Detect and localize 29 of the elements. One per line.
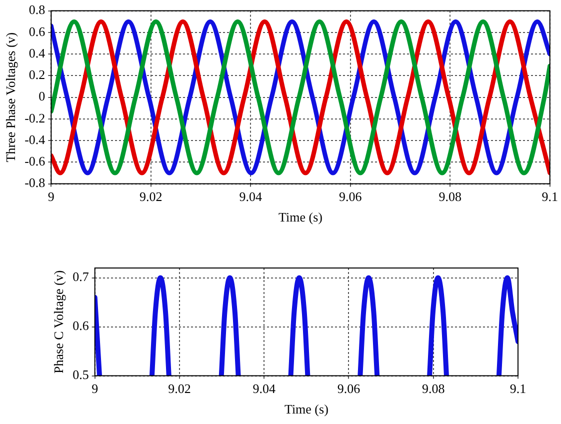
y-tick-label: -0.6 — [24, 154, 46, 169]
x-axis-title: Time (s) — [278, 210, 323, 225]
x-tick-label: 9 — [48, 189, 54, 204]
x-tick-label: 9.08 — [438, 189, 462, 204]
y-tick-label: 0.7 — [72, 269, 90, 284]
y-tick-label: 0.5 — [72, 367, 89, 382]
y-tick-label: 0.6 — [72, 318, 90, 334]
y-tick-label: -0.2 — [24, 110, 46, 126]
x-tick-label: 9 — [92, 381, 98, 396]
x-tick-label: 9.04 — [252, 381, 276, 396]
x-tick-label: 9.04 — [239, 189, 263, 204]
x-tick-label: 9.02 — [140, 189, 162, 204]
y-tick-label: -0.4 — [24, 132, 46, 147]
y-tick-label: 0.8 — [28, 2, 46, 18]
x-tick-label: 9.1 — [542, 189, 558, 204]
y-tick-label: 0 — [38, 88, 46, 104]
line-series — [51, 19, 550, 176]
y-tick-label: 0.2 — [28, 67, 46, 82]
x-tick-label: 9.06 — [339, 189, 362, 204]
x-tick-label: 9.02 — [168, 381, 191, 396]
x-tick-label: 9.1 — [510, 381, 526, 396]
x-tick-label: 9.08 — [422, 381, 445, 396]
y-tick-label: -0.8 — [24, 175, 46, 190]
x-tick-label: 9.06 — [337, 381, 361, 396]
y-tick-label: 0.4 — [28, 45, 46, 60]
y-axis-title: Phase C Voltage (v) — [51, 270, 66, 374]
y-tick-label: 0.6 — [28, 24, 46, 39]
x-axis-title: Time (s) — [284, 402, 328, 417]
y-axis-title: Three Phase Voltages (v) — [3, 32, 18, 162]
